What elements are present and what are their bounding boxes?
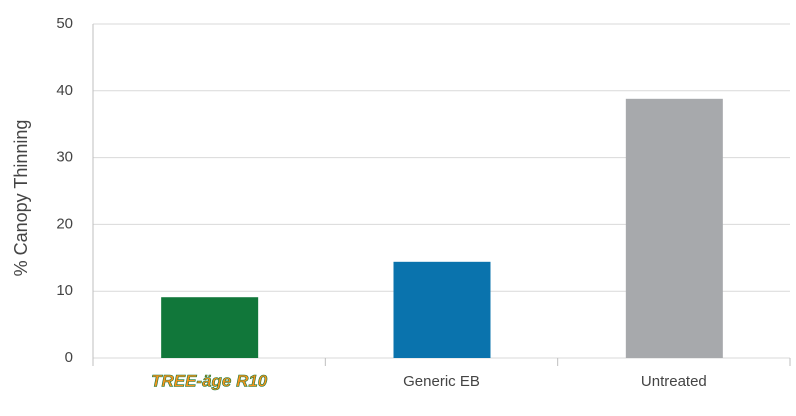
bar — [625, 98, 723, 358]
y-tick-label: 40 — [56, 82, 73, 99]
y-tick-label: 30 — [56, 149, 73, 166]
y-tick-label: 0 — [65, 349, 73, 366]
y-tick-label: 50 — [56, 15, 73, 32]
bar — [161, 297, 259, 358]
x-tick-label: TREE-äge R10 — [151, 371, 268, 390]
x-tick-label: Untreated — [641, 373, 707, 390]
bar — [393, 261, 491, 358]
x-tick-label: Generic EB — [403, 373, 480, 390]
y-axis-label: % Canopy Thinning — [11, 120, 31, 277]
y-tick-label: 20 — [56, 215, 73, 232]
y-tick-label: 10 — [56, 282, 73, 299]
